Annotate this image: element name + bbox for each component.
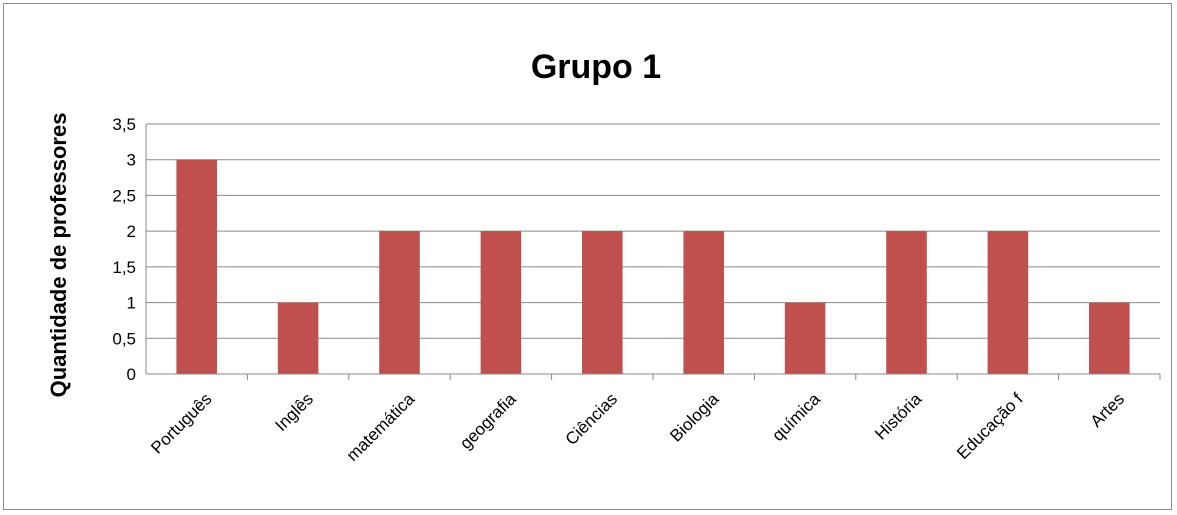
bar [784, 302, 826, 374]
y-tick-label: 0 [127, 365, 136, 384]
bar [480, 231, 522, 374]
x-tick-label: química [768, 389, 824, 445]
y-tick-label: 0,5 [112, 329, 136, 348]
bar [683, 231, 724, 374]
x-tick-label: Inglês [271, 389, 317, 435]
y-axis-label: Quantidade de professores [46, 113, 71, 398]
bar [277, 302, 319, 374]
y-tick-label: 3 [127, 151, 136, 170]
bar [987, 231, 1029, 374]
y-tick-label: 1,5 [112, 258, 136, 277]
y-tick-labels: 0 0,5 1 1,5 2 2,5 3 3,5 [112, 115, 136, 384]
bar [1089, 302, 1130, 374]
bars-group [176, 159, 1130, 374]
y-tick-label: 3,5 [112, 115, 136, 134]
x-tick-label: Artes [1087, 389, 1128, 430]
x-tick-label: Educação f [953, 389, 1027, 463]
axes [145, 124, 1161, 380]
y-tick-label: 1 [127, 294, 136, 313]
chart-title: Grupo 1 [531, 48, 661, 86]
x-tick-label: geografia [456, 389, 520, 453]
bar [176, 159, 217, 374]
x-tick-label: Ciências [562, 389, 622, 449]
x-tick-labels: Português Inglês matemática geografia Ciênci… [147, 389, 1128, 465]
x-tick-label: Biologia [666, 389, 723, 446]
x-tick-label: Português [147, 389, 215, 457]
y-tick-label: 2,5 [112, 186, 136, 205]
y-tick-label: 2 [127, 222, 136, 241]
bar [379, 231, 420, 374]
x-tick-label: matemática [343, 389, 419, 465]
x-tick-label: História [871, 389, 926, 444]
bar [582, 231, 623, 374]
bar [886, 231, 927, 374]
